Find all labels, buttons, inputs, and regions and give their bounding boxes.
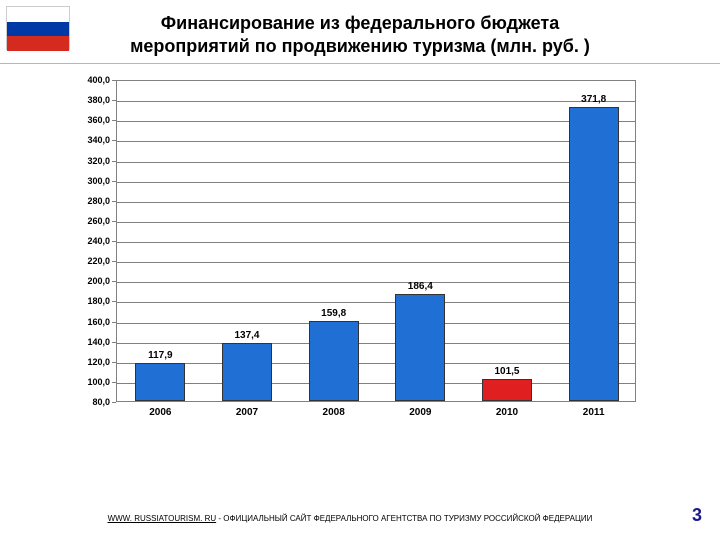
y-tick-mark [112,221,116,222]
gridline [117,121,635,122]
y-tick-mark [112,362,116,363]
x-tick-label: 2009 [409,407,431,418]
y-tick-label: 100,0 [76,377,110,387]
bar-value-label: 101,5 [494,366,519,377]
y-tick-mark [112,382,116,383]
x-tick-label: 2011 [583,407,605,418]
flag-stripe-white [7,7,69,22]
y-tick-label: 200,0 [76,276,110,286]
y-tick-mark [112,140,116,141]
y-tick-mark [112,100,116,101]
title-line-1: Финансирование из федерального бюджета [80,12,640,35]
y-tick-label: 260,0 [76,216,110,226]
y-tick-mark [112,181,116,182]
y-tick-label: 240,0 [76,236,110,246]
y-tick-mark [112,322,116,323]
gridline [117,141,635,142]
gridline [117,242,635,243]
y-tick-mark [112,342,116,343]
y-tick-label: 80,0 [76,397,110,407]
y-tick-label: 140,0 [76,337,110,347]
footer-rest: - ОФИЦИАЛЬНЫЙ САЙТ ФЕДЕРАЛЬНОГО АГЕНТСТВ… [216,514,592,523]
y-tick-label: 120,0 [76,357,110,367]
gridline [117,302,635,303]
y-tick-label: 400,0 [76,75,110,85]
y-tick-mark [112,402,116,403]
page-number: 3 [682,505,702,526]
bar: 137,4 [222,343,272,401]
y-tick-label: 220,0 [76,256,110,266]
y-tick-label: 300,0 [76,176,110,186]
bar: 101,5 [482,379,532,401]
gridline [117,343,635,344]
flag-icon [6,6,70,50]
x-tick-label: 2006 [149,407,171,418]
bar-chart: 117,9 2006 137,4 2007 159,8 2008 186,4 2009 101,… [70,74,650,424]
y-tick-label: 280,0 [76,196,110,206]
page-title: Финансирование из федерального бюджета м… [0,0,720,63]
footer-link[interactable]: WWW. RUSSIATOURISM. RU [108,514,217,523]
footer-text: WWW. RUSSIATOURISM. RU - ОФИЦИАЛЬНЫЙ САЙ… [18,514,682,523]
flag-stripe-blue [7,22,69,37]
y-tick-label: 380,0 [76,95,110,105]
title-underline [0,63,720,64]
gridline [117,383,635,384]
y-tick-label: 160,0 [76,317,110,327]
title-line-2: мероприятий по продвижению туризма (млн.… [80,35,640,58]
gridline [117,182,635,183]
x-tick-label: 2007 [236,407,258,418]
y-tick-mark [112,281,116,282]
bar-value-label: 117,9 [148,350,172,361]
x-tick-label: 2008 [323,407,345,418]
y-tick-mark [112,201,116,202]
y-tick-mark [112,80,116,81]
y-tick-label: 340,0 [76,135,110,145]
footer: WWW. RUSSIATOURISM. RU - ОФИЦИАЛЬНЫЙ САЙ… [0,505,720,526]
y-tick-mark [112,161,116,162]
gridline [117,282,635,283]
gridline [117,101,635,102]
flag-stripe-red [7,36,69,51]
y-tick-label: 360,0 [76,115,110,125]
bar-value-label: 186,4 [408,281,433,292]
plot-area: 117,92006137,42007159,82008186,42009101,… [116,80,636,402]
bar-value-label: 137,4 [234,330,259,341]
x-tick-label: 2010 [496,407,518,418]
gridline [117,363,635,364]
gridline [117,262,635,263]
y-tick-label: 180,0 [76,296,110,306]
y-tick-mark [112,261,116,262]
bar-value-label: 371,8 [581,94,606,105]
bar: 371,8 [569,107,619,401]
y-tick-mark [112,241,116,242]
bar-value-label: 159,8 [321,308,346,319]
gridline [117,202,635,203]
y-tick-mark [112,120,116,121]
gridline [117,222,635,223]
y-tick-label: 320,0 [76,156,110,166]
gridline [117,162,635,163]
gridline [117,323,635,324]
bar: 159,8 [309,321,359,401]
bar: 117,9 [135,363,185,401]
bar: 186,4 [395,294,445,401]
y-tick-mark [112,301,116,302]
